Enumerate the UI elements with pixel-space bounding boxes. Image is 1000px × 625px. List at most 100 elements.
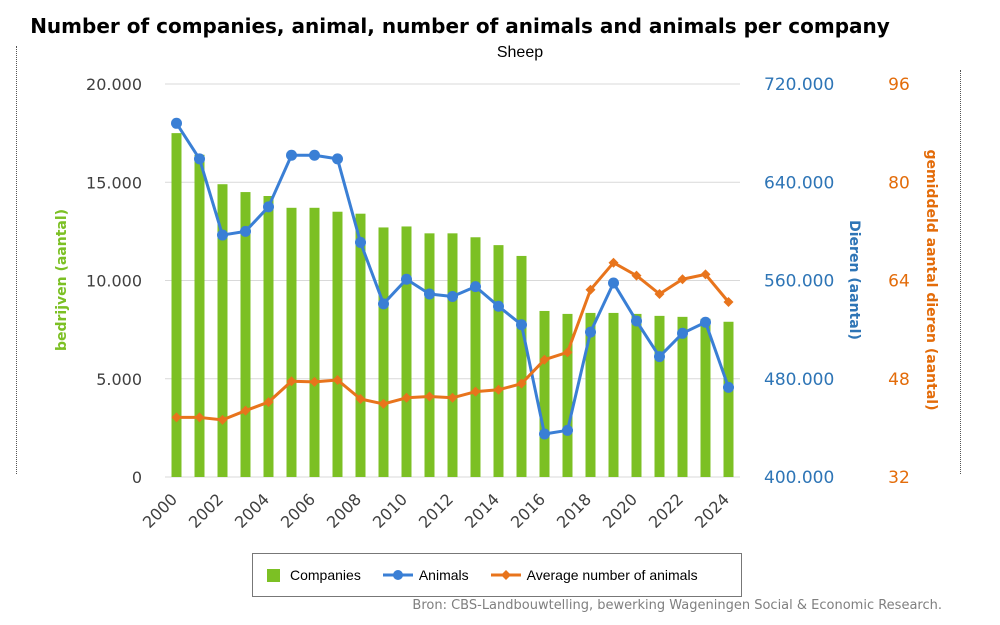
point-average: [355, 394, 366, 405]
point-average: [240, 405, 251, 416]
mid-tick-label: 560.000: [764, 272, 834, 292]
bar-companies: [562, 313, 573, 477]
bar-companies: [608, 312, 619, 477]
mid-tick-label: 640.000: [764, 173, 834, 193]
mid-tick-label: 720.000: [764, 75, 834, 95]
point-average: [447, 392, 458, 403]
legend-item-animals: Animals: [382, 567, 469, 583]
bar-companies: [424, 233, 435, 477]
bar-companies: [217, 184, 228, 477]
left-tick-label: 5.000: [96, 370, 142, 389]
right-tick-label: 64: [888, 272, 910, 292]
bar-companies: [585, 312, 596, 477]
right-tick-label: 96: [888, 75, 910, 95]
bar-companies: [516, 255, 527, 477]
point-animals: [470, 281, 481, 293]
left-tick-label: 20.000: [86, 75, 142, 94]
x-tick-label: 2018: [553, 490, 595, 532]
bar-companies: [700, 318, 711, 477]
point-average: [217, 414, 228, 425]
bar-companies: [470, 237, 481, 477]
x-tick-label: 2004: [231, 490, 273, 532]
legend: Companies Animals Average number of anim…: [252, 553, 742, 597]
point-animals: [263, 201, 274, 213]
right-tick-label: 32: [888, 468, 910, 488]
point-animals: [309, 149, 320, 161]
point-average: [700, 269, 711, 280]
point-animals: [631, 315, 642, 327]
x-tick-label: 2024: [691, 490, 733, 532]
point-animals: [447, 290, 458, 302]
right-tick-label: 48: [888, 370, 910, 390]
frame-left-dots: [16, 46, 17, 474]
legend-marker-animals: [382, 570, 413, 580]
left-tick-label: 10.000: [86, 272, 142, 291]
bar-companies: [493, 245, 504, 477]
legend-label-animals: Animals: [418, 567, 469, 583]
legend-item-average: Average number of animals: [490, 567, 698, 583]
point-animals: [332, 153, 343, 165]
left-tick-label: 15.000: [86, 173, 142, 192]
bar-companies: [171, 133, 182, 477]
frame-right-dots: [960, 70, 961, 474]
bar-companies: [723, 321, 734, 477]
point-average: [309, 376, 320, 387]
point-animals: [539, 428, 550, 440]
point-average: [263, 397, 274, 408]
x-tick-label: 2014: [461, 490, 503, 532]
point-average: [424, 391, 435, 402]
point-average: [401, 392, 412, 403]
point-average: [631, 270, 642, 281]
point-animals: [723, 381, 734, 393]
point-animals: [493, 300, 504, 312]
point-animals: [378, 298, 389, 310]
point-animals: [171, 117, 182, 129]
point-animals: [240, 225, 251, 237]
bar-companies: [401, 226, 412, 477]
legend-swatch-companies: [267, 568, 280, 582]
point-animals: [401, 273, 412, 285]
bar-companies: [286, 207, 297, 478]
point-animals: [286, 149, 297, 161]
point-average: [516, 378, 527, 389]
chart-subtitle: Sheep: [496, 44, 544, 61]
bar-companies: [378, 227, 389, 477]
x-tick-label: 2022: [645, 490, 687, 532]
point-animals: [516, 319, 527, 331]
x-tick-label: 2000: [139, 490, 181, 532]
point-animals: [355, 236, 366, 248]
x-tick-label: 2016: [507, 490, 549, 532]
point-average: [585, 284, 596, 295]
left-axis-title: bedrijven (aantal): [54, 209, 70, 351]
point-average: [171, 412, 182, 423]
point-animals: [217, 229, 228, 241]
point-animals: [608, 277, 619, 289]
legend-item-companies: Companies: [267, 567, 361, 583]
point-average: [286, 376, 297, 387]
legend-label-average: Average number of animals: [526, 567, 698, 583]
bar-companies: [654, 315, 665, 477]
bar-companies: [447, 233, 458, 477]
x-tick-label: 2020: [599, 490, 641, 532]
point-animals: [654, 351, 665, 363]
bar-companies: [309, 207, 320, 478]
bar-companies: [539, 310, 550, 477]
x-tick-label: 2008: [323, 490, 365, 532]
source-note: Bron: CBS-Landbouwtelling, bewerking Wag…: [412, 598, 942, 613]
bar-companies: [194, 154, 205, 478]
right-axis-title: gemiddeld aantal dieren (aantal): [923, 150, 939, 411]
chart-title: Number of companies, animal, number of a…: [30, 14, 890, 38]
bar-series-companies: [171, 133, 734, 478]
bar-companies: [677, 316, 688, 477]
point-average: [539, 354, 550, 365]
point-animals: [585, 326, 596, 338]
bar-companies: [263, 196, 274, 477]
point-animals: [677, 327, 688, 339]
point-average: [608, 257, 619, 268]
point-average: [562, 347, 573, 358]
point-animals: [424, 288, 435, 300]
point-average: [332, 374, 343, 385]
x-tick-label: 2006: [277, 490, 319, 532]
left-tick-label: 0: [132, 468, 142, 487]
